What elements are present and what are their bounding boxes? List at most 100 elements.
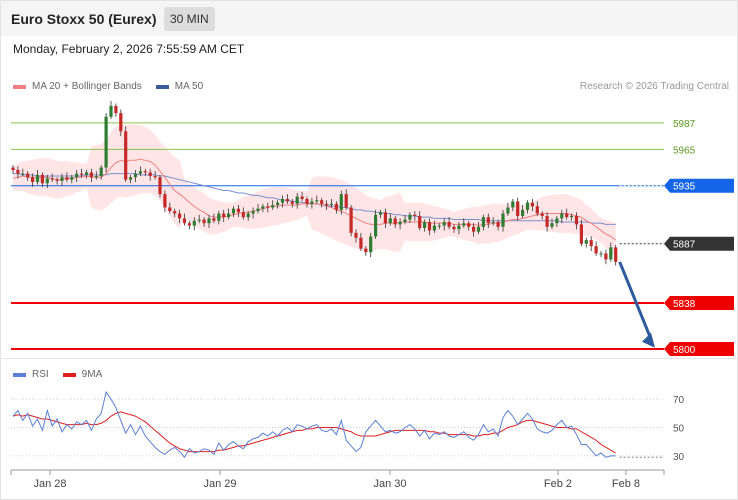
candle-body bbox=[300, 196, 304, 199]
candle-body bbox=[501, 213, 505, 227]
candle-body bbox=[496, 221, 500, 227]
candle-body bbox=[89, 172, 93, 178]
candle-body bbox=[124, 131, 128, 180]
legend-swatch-ma20 bbox=[13, 84, 26, 89]
candle-body bbox=[84, 172, 89, 175]
candle-body bbox=[271, 205, 275, 208]
candle-body bbox=[403, 219, 407, 222]
candle-body bbox=[344, 194, 348, 208]
candle-body bbox=[104, 116, 108, 168]
candle-body bbox=[511, 201, 515, 208]
candle-body bbox=[540, 213, 544, 216]
candle-body bbox=[374, 214, 378, 237]
candle-body bbox=[295, 196, 299, 204]
candle-body bbox=[109, 105, 113, 117]
candle-body bbox=[310, 201, 314, 204]
candle-body bbox=[462, 223, 466, 226]
candle-body bbox=[94, 176, 98, 178]
candle-body bbox=[207, 218, 211, 224]
candle-body bbox=[506, 207, 510, 214]
rsi-9ma-line bbox=[12, 411, 616, 454]
candle-body bbox=[50, 178, 54, 180]
rsi-tick-30: 30 bbox=[673, 452, 685, 463]
candle-body bbox=[481, 217, 485, 227]
candle-body bbox=[555, 218, 559, 224]
candle-body bbox=[16, 169, 20, 174]
candle-body bbox=[339, 194, 343, 210]
candle-body bbox=[192, 220, 196, 226]
candle-body bbox=[75, 173, 79, 178]
candle-body bbox=[290, 201, 294, 204]
candle-body bbox=[447, 221, 451, 227]
level-tag-5935 bbox=[664, 178, 734, 193]
candle-body bbox=[227, 213, 231, 218]
candle-body bbox=[589, 240, 593, 247]
candle-body bbox=[427, 221, 432, 231]
x-tick-label: Feb 2 bbox=[544, 478, 572, 490]
legend-item-ma50: MA 50 bbox=[155, 81, 204, 92]
legend-swatch-ma50 bbox=[155, 84, 169, 89]
candle-body bbox=[148, 172, 152, 177]
candle-body bbox=[408, 214, 412, 220]
candle-body bbox=[285, 199, 289, 202]
candle-body bbox=[256, 208, 260, 212]
candle-body bbox=[599, 253, 603, 255]
candle-body bbox=[70, 177, 74, 180]
level-label-5965: 5965 bbox=[673, 145, 696, 156]
candle-body bbox=[231, 208, 236, 214]
candle-body bbox=[369, 236, 373, 253]
projection-arrow-head bbox=[642, 332, 655, 348]
x-tick-label: Feb 8 bbox=[612, 478, 640, 490]
candle-body bbox=[325, 203, 329, 206]
candle-body bbox=[432, 225, 436, 231]
candle-body bbox=[476, 226, 481, 232]
candle-body bbox=[413, 214, 417, 216]
candle-body bbox=[202, 219, 206, 224]
candle-body bbox=[305, 199, 309, 204]
candle-body bbox=[261, 206, 265, 209]
candle-body bbox=[182, 218, 187, 224]
main-legend: MA 20 + Bollinger Bands MA 50 bbox=[13, 81, 217, 92]
legend-label-ma50: MA 50 bbox=[174, 81, 204, 92]
legend-item-9ma: 9MA bbox=[62, 369, 103, 380]
legend-swatch-rsi bbox=[13, 372, 26, 377]
instrument-title: Euro Stoxx 50 (Eurex) bbox=[11, 11, 157, 27]
candle-body bbox=[525, 202, 530, 210]
candle-body bbox=[579, 224, 583, 244]
x-tick-label: Jan 29 bbox=[203, 478, 236, 490]
ma20-line bbox=[12, 158, 616, 241]
level-tag-5838 bbox=[664, 296, 734, 310]
candle-body bbox=[570, 215, 574, 218]
x-tick-label: Jan 28 bbox=[33, 478, 66, 490]
candle-body bbox=[217, 213, 221, 221]
candle-body bbox=[40, 174, 44, 184]
copyright-notice: Research © 2026 Trading Central bbox=[579, 81, 729, 92]
header-bar bbox=[1, 1, 737, 36]
candle-body bbox=[418, 215, 422, 229]
x-tick-label: Jan 30 bbox=[373, 478, 406, 490]
candle-body bbox=[491, 221, 495, 224]
candle-body bbox=[158, 177, 162, 195]
candle-body bbox=[129, 177, 133, 180]
candle-body bbox=[222, 213, 226, 218]
timeframe-badge[interactable]: 30 MIN bbox=[164, 7, 215, 31]
candle-body bbox=[266, 206, 270, 208]
candle-body bbox=[133, 173, 138, 178]
level-label-5838: 5838 bbox=[673, 299, 696, 310]
rsi-tick-70: 70 bbox=[673, 395, 685, 406]
candle-body bbox=[584, 240, 588, 244]
candle-body bbox=[437, 225, 441, 227]
candle-body bbox=[276, 202, 280, 206]
candle-body bbox=[398, 221, 402, 225]
candle-body bbox=[467, 223, 471, 227]
candle-body bbox=[354, 232, 358, 238]
candle-body bbox=[212, 218, 216, 221]
legend-label-9ma: 9MA bbox=[81, 369, 103, 380]
candle-body bbox=[329, 203, 334, 206]
candle-body bbox=[565, 213, 569, 218]
legend-label-rsi: RSI bbox=[32, 369, 49, 380]
candle-body bbox=[138, 171, 142, 174]
candle-body bbox=[472, 226, 476, 232]
legend-item-rsi: RSI bbox=[13, 369, 49, 380]
legend-swatch-9ma bbox=[62, 372, 76, 377]
